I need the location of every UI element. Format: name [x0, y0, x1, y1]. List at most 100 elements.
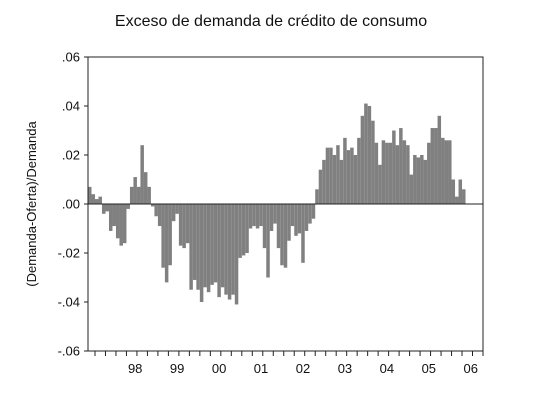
bar: [94, 199, 99, 204]
bar: [115, 204, 120, 239]
bar: [420, 155, 424, 204]
bar: [399, 128, 403, 204]
bar: [262, 204, 267, 249]
y-tick-label: .00: [62, 197, 80, 212]
bar: [241, 204, 246, 256]
y-tick-label: .06: [62, 50, 80, 65]
bar: [178, 204, 183, 246]
bar: [245, 204, 249, 253]
bar: [318, 169, 323, 204]
y-tick-label: -.06: [58, 344, 80, 359]
y-tick-label: .02: [62, 148, 80, 163]
bar: [297, 204, 302, 234]
x-tick-label: 00: [212, 361, 226, 376]
bar: [434, 128, 438, 204]
bar: [91, 194, 95, 204]
bar: [98, 196, 102, 204]
bar: [280, 204, 284, 266]
bar: [259, 204, 263, 227]
bar: [276, 204, 281, 249]
bar: [301, 204, 305, 263]
bar: [108, 204, 113, 231]
bar: [290, 204, 295, 227]
x-tick-label: 01: [254, 361, 268, 376]
bar: [343, 137, 347, 204]
bar: [283, 204, 288, 268]
bar: [353, 155, 358, 204]
bar: [182, 204, 186, 249]
bar: [409, 174, 414, 204]
x-axis: 98 99 00 01 02 03 04 05 06: [94, 351, 484, 376]
bar: [388, 142, 393, 204]
bar: [248, 204, 253, 229]
bar: [105, 204, 109, 212]
bar: [185, 204, 190, 244]
bar: [88, 186, 92, 204]
bars-group: [88, 103, 466, 305]
bar: [329, 147, 333, 204]
bar: [213, 204, 218, 283]
bar: [122, 204, 127, 244]
bar: [322, 159, 326, 204]
bar: [224, 204, 228, 295]
bar: [364, 103, 368, 204]
bar: [175, 204, 179, 214]
bar: [269, 204, 274, 231]
bar: [325, 147, 330, 204]
bar: [385, 142, 389, 204]
bar: [196, 204, 200, 290]
bar: [374, 142, 379, 204]
bar: [119, 204, 123, 246]
bar: [157, 204, 162, 227]
y-tick-label: .04: [62, 99, 80, 114]
bar: [402, 140, 407, 204]
bar: [455, 196, 459, 204]
bar: [427, 142, 431, 204]
bar: [238, 204, 242, 258]
bar: [304, 204, 309, 231]
bar: [210, 204, 214, 285]
bar: [423, 159, 428, 204]
bar: [367, 106, 372, 204]
bar: [206, 204, 211, 293]
bar: [430, 128, 435, 204]
bar: [381, 140, 386, 204]
bar: [371, 120, 375, 204]
bar: [217, 204, 221, 298]
bar: [458, 179, 463, 204]
y-tick-label: -.04: [58, 295, 80, 310]
y-axis-title: (Demanda-Oferta)/Demanda: [24, 121, 39, 287]
bar: [252, 204, 256, 227]
y-tick-label: -.02: [58, 246, 80, 261]
bar: [451, 179, 456, 204]
bar: [129, 186, 134, 204]
bar: [357, 137, 361, 204]
bar: [231, 204, 235, 295]
bar: [192, 204, 197, 280]
y-axis: .06 .04 .02 .00 -.02 -.04 -.06: [58, 50, 88, 359]
bar: [150, 204, 155, 207]
bar: [378, 164, 382, 204]
bar: [444, 140, 449, 204]
x-tick-label: 06: [464, 361, 478, 376]
bar: [413, 155, 417, 204]
bar: [234, 204, 239, 305]
bar: [168, 204, 172, 266]
bar: [147, 186, 151, 204]
bar: [143, 172, 148, 204]
bar: [133, 177, 137, 204]
bar: [227, 204, 232, 300]
bar: [255, 204, 260, 229]
bar: [136, 186, 141, 204]
bar: [287, 204, 291, 241]
bar: [161, 204, 165, 268]
bar: [112, 204, 116, 227]
bar: [336, 145, 340, 204]
bar: [101, 204, 106, 214]
bar: [294, 204, 298, 236]
bar: [392, 130, 396, 204]
x-tick-label: 04: [380, 361, 394, 376]
bar: [126, 204, 130, 209]
bar: [346, 150, 351, 204]
